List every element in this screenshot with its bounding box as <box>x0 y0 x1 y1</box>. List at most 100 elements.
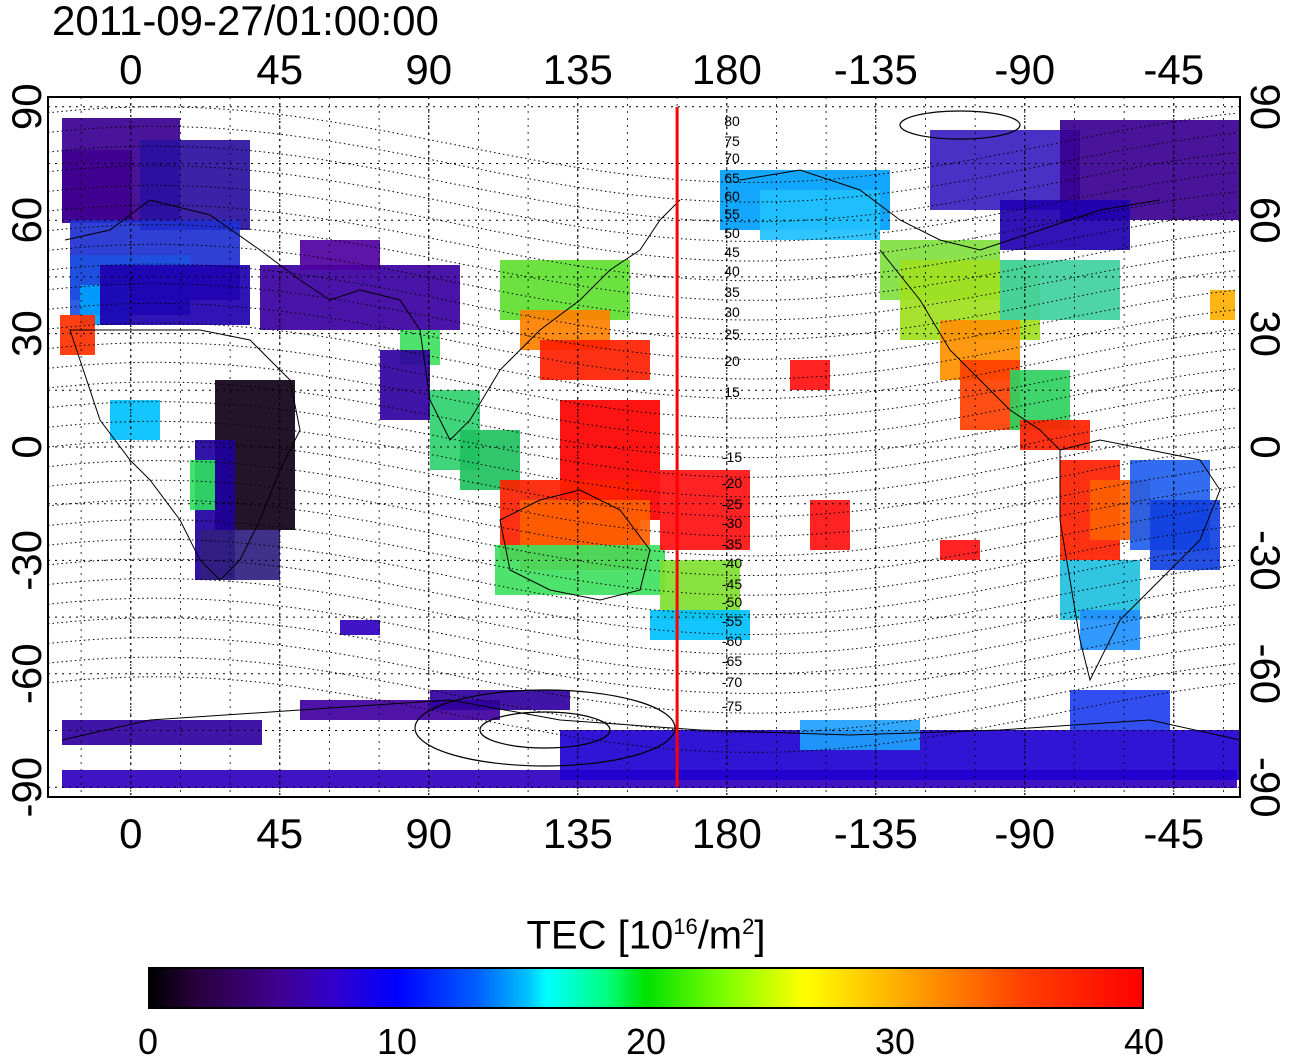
tec-cell-patch <box>140 140 250 230</box>
contour-line <box>47 204 1237 282</box>
right-lat-tick-label: 60 <box>1242 197 1289 244</box>
left-lat-tick-label: -60 <box>3 643 50 704</box>
tec-cell-patch <box>660 470 750 550</box>
tec-cell-patch <box>930 130 1080 210</box>
tec-cell-patch <box>1070 690 1170 730</box>
top-lon-tick-label: 45 <box>256 46 303 93</box>
tec-cell-patch <box>540 340 650 380</box>
contour-line <box>47 401 1237 478</box>
contour-line <box>47 440 1237 517</box>
contour-label: -30 <box>722 515 742 531</box>
tec-data-layer <box>60 118 1240 788</box>
tec-cell-patch <box>300 240 380 270</box>
coastline-path <box>61 699 1241 741</box>
tec-cell-patch <box>62 150 132 220</box>
contour-line <box>47 165 1237 242</box>
contour-line <box>47 145 1237 223</box>
right-lat-tick-label: -30 <box>1242 530 1289 591</box>
left-lat-tick-label: -30 <box>3 530 50 591</box>
contour-line <box>47 538 1237 616</box>
coastline-path <box>64 199 681 441</box>
contour-line <box>47 283 1237 360</box>
contour-line <box>47 637 1237 714</box>
contour-label: 35 <box>724 284 740 300</box>
top-lon-tick-label: 90 <box>405 46 452 93</box>
coastline-path <box>879 249 1061 451</box>
contour-label: -40 <box>722 555 742 571</box>
contour-label: -75 <box>722 698 742 714</box>
left-lat-tick-label: 90 <box>3 83 50 130</box>
colorbar-tick-label: 30 <box>874 1021 916 1062</box>
bottom-lon-tick-label: 90 <box>405 810 452 857</box>
right-lat-tick-label: 0 <box>1242 435 1289 458</box>
contour-label: -55 <box>722 613 742 629</box>
tec-cell-patch <box>760 190 880 240</box>
tec-cell-patch <box>1080 610 1140 650</box>
bottom-lon-tick-label: -90 <box>994 810 1055 857</box>
left-lat-tick-label: 30 <box>3 310 50 357</box>
tec-cell-patch <box>810 500 850 550</box>
contour-label: -50 <box>722 594 742 610</box>
tec-cell-patch <box>340 620 380 635</box>
tec-cell-patch <box>430 690 570 710</box>
right-lat-tick-label: -90 <box>1242 757 1289 818</box>
top-lon-tick-label: -45 <box>1143 46 1204 93</box>
tec-world-map: 0 45 90 135 180 -135 -90 -450 45 90 135 180 -135 -90-… <box>3 46 1289 857</box>
coastline-path <box>69 329 301 581</box>
contour-line <box>47 577 1237 655</box>
contour-label: 65 <box>724 170 740 186</box>
contour-line <box>47 342 1237 419</box>
contour-line <box>47 302 1237 380</box>
bottom-lon-tick-label: -45 <box>1143 810 1204 857</box>
coastline-path <box>1059 439 1221 682</box>
contour-label: 45 <box>724 244 740 260</box>
tec-cell-patch <box>650 610 750 640</box>
tec-cell-patch <box>190 460 215 510</box>
contour-line <box>47 499 1237 576</box>
magnetic-contours <box>47 106 1237 767</box>
tec-cell-patch <box>1150 500 1220 570</box>
bottom-lon-tick-label: 180 <box>692 810 762 857</box>
tec-cell-patch <box>1210 290 1235 320</box>
contour-line <box>47 479 1237 557</box>
contour-line <box>47 243 1237 321</box>
tec-cell-patch <box>260 265 460 330</box>
top-lon-tick-label: -135 <box>834 46 918 93</box>
right-lat-tick-label: 30 <box>1242 310 1289 357</box>
map-frame <box>47 96 1241 798</box>
contour-line <box>47 106 1237 183</box>
contour-line <box>47 656 1237 734</box>
tec-cell-patch <box>100 265 250 325</box>
colorbar-tick-label: 0 <box>137 1021 159 1062</box>
map-timestamp-title: 2011-09-27/01:00:00 <box>52 0 439 44</box>
contour-label: 50 <box>724 225 740 241</box>
contour-label: -15 <box>722 449 742 465</box>
contour-line <box>47 126 1237 203</box>
top-lon-tick-label: 135 <box>543 46 613 93</box>
top-lon-tick-label: 180 <box>692 46 762 93</box>
lat-lon-grid <box>48 97 1240 797</box>
contour-label: -35 <box>722 536 742 552</box>
contour-line <box>47 263 1237 341</box>
colorbar-tick-label: 10 <box>376 1021 418 1062</box>
right-lat-tick-label: -60 <box>1242 643 1289 704</box>
coastline-path <box>739 169 1161 251</box>
contour-label: 15 <box>724 384 740 400</box>
contour-line <box>47 617 1237 695</box>
contour-label: -20 <box>722 475 742 491</box>
tec-cell-patch <box>1000 200 1130 250</box>
colorbar-tick-label: 20 <box>625 1021 667 1062</box>
contour-line <box>47 558 1237 635</box>
tec-cell-patch <box>200 530 280 580</box>
tec-cell-patch <box>495 545 665 595</box>
axis-tick-labels: 0 45 90 135 180 -135 -90 -450 45 90 135 180 -135 -90-… <box>3 46 1289 857</box>
contour-line <box>47 597 1237 675</box>
right-lat-tick-label: 90 <box>1242 83 1289 130</box>
contour-label: 60 <box>724 188 740 204</box>
coastlines <box>61 169 1241 741</box>
contour-line <box>47 381 1237 459</box>
contour-line <box>47 676 1237 753</box>
contour-label: -65 <box>722 653 742 669</box>
bottom-lon-tick-label: 0 <box>119 810 142 857</box>
